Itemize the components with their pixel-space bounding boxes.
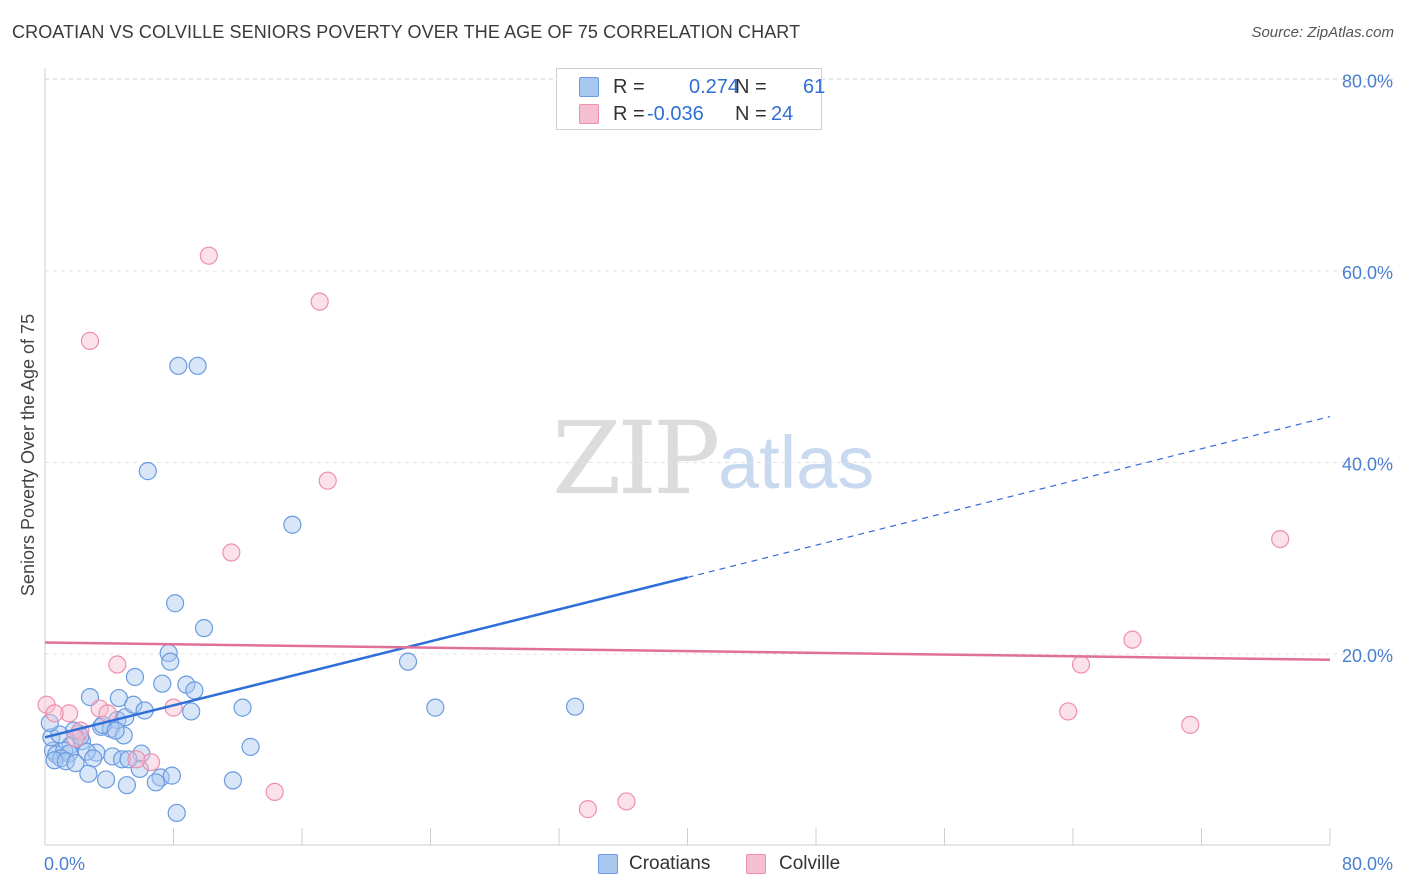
point-croatians [426,698,445,717]
point-croatians [194,619,214,638]
y-tick-label: 20.0% [1342,646,1393,666]
point-colville [199,246,218,265]
legend-n-label: N = [735,103,767,125]
bottom-legend-label-croatians: Croatians [629,853,711,874]
point-croatians [398,652,418,671]
bottom-legend-swatch-croatians [598,854,618,874]
legend-r-value: 0.274 [689,76,740,98]
source-label: Source: ZipAtlas.com [1251,24,1394,41]
point-colville [617,792,636,811]
legend-r-label: R = [613,103,645,125]
point-croatians [223,771,243,790]
point-croatians [167,803,186,823]
legend-r-value: -0.036 [647,103,704,125]
watermark-zip: ZIP [552,400,720,517]
chart-title: CROATIAN VS COLVILLE SENIORS POVERTY OVE… [12,22,801,42]
point-croatians [233,698,252,717]
point-croatians [182,702,201,721]
point-colville [59,704,79,723]
point-croatians [77,742,96,761]
bottom-legend-label-colville: Colville [779,853,841,874]
point-colville [318,471,337,490]
point-croatians [188,356,207,375]
correlation-legend: R = 0.274 N = 61 R = -0.036 N = 24 [556,68,826,130]
point-colville [127,750,146,769]
point-colville [222,543,241,562]
point-colville [265,782,284,801]
point-croatians [146,773,165,792]
legend-swatch-colville [579,104,599,124]
point-croatians [66,754,85,773]
point-croatians [138,462,157,481]
point-croatians [169,356,188,375]
point-colville [141,753,161,772]
point-croatians [153,674,172,693]
point-croatians [106,721,125,740]
point-colville [578,800,598,819]
point-colville [80,331,100,350]
y-axis-title: Seniors Poverty Over the Age of 75 [18,314,38,596]
point-colville [1059,702,1078,721]
point-croatians [166,594,185,613]
y-tick-label: 80.0% [1342,72,1393,92]
point-croatians [162,766,181,785]
point-croatians [96,770,116,789]
trend-line-dashed-croatians [687,415,1331,578]
point-croatians [51,749,71,768]
point-croatians [124,695,143,714]
point-colville [1123,630,1142,649]
legend-swatch-croatians [579,77,599,97]
point-croatians [565,697,585,716]
x-tick-label: 0.0% [44,854,85,874]
point-colville [108,655,127,674]
point-colville [1271,529,1290,549]
point-croatians [84,749,103,768]
legend-n-label: N = [735,76,767,98]
legend-n-value: 24 [771,103,794,125]
point-croatians [125,667,145,687]
bottom-legend-swatch-colville [746,854,766,874]
point-croatians [117,776,137,795]
point-croatians [185,681,204,700]
point-croatians [79,764,98,783]
point-colville [1071,655,1091,674]
point-croatians [241,737,260,756]
y-tick-label: 40.0% [1342,455,1393,475]
legend-r-label: R = [613,76,645,98]
point-croatians [40,713,59,733]
trend-line-croatians [44,576,688,739]
x-tick-label: 80.0% [1342,854,1393,874]
point-croatians [112,750,132,769]
point-croatians [161,652,180,671]
point-colville [310,292,329,311]
legend-n-value: 61 [803,76,826,98]
point-croatians [283,515,302,534]
y-tick-label: 60.0% [1342,263,1393,283]
point-colville [45,704,64,723]
point-colville [1181,715,1200,734]
trend-line-colville [44,641,1331,661]
